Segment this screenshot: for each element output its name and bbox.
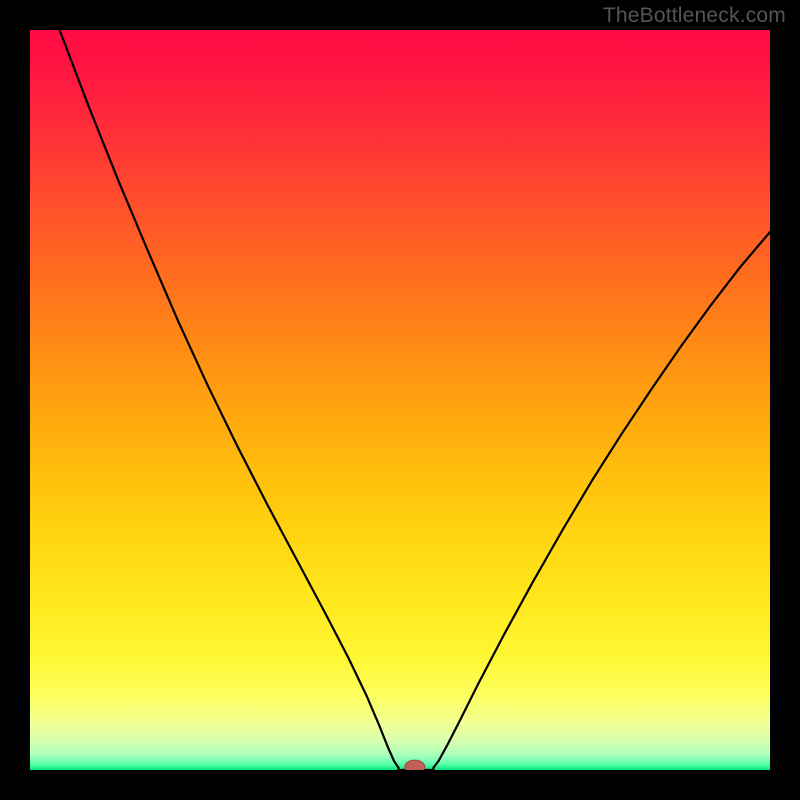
watermark-text: TheBottleneck.com xyxy=(603,4,786,28)
bottleneck-curve-chart xyxy=(0,0,800,800)
chart-container: TheBottleneck.com xyxy=(0,0,800,800)
plot-background xyxy=(30,30,770,770)
